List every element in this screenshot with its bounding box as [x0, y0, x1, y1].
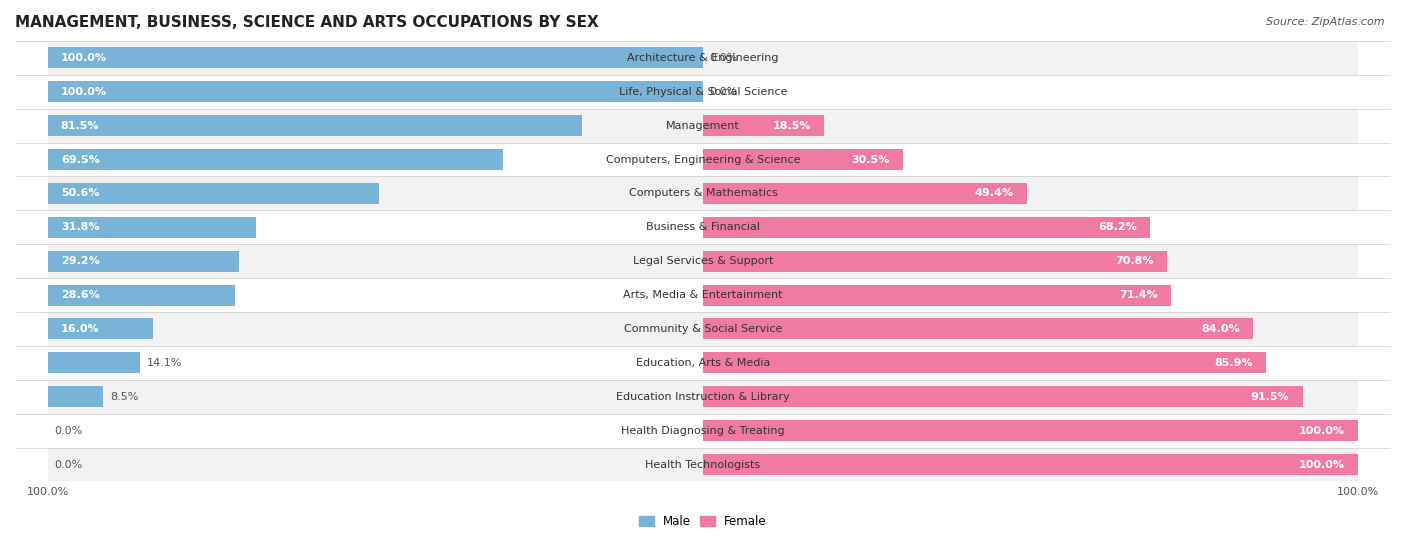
Text: 71.4%: 71.4% — [1119, 290, 1157, 300]
Text: Management: Management — [666, 121, 740, 131]
Bar — [48, 319, 153, 339]
Bar — [48, 48, 703, 68]
Legend: Male, Female: Male, Female — [640, 515, 766, 528]
Bar — [48, 149, 503, 170]
Bar — [703, 352, 1265, 373]
Text: 49.4%: 49.4% — [974, 188, 1014, 198]
Text: Education, Arts & Media: Education, Arts & Media — [636, 358, 770, 368]
Text: 0.0%: 0.0% — [710, 87, 738, 97]
Bar — [703, 115, 824, 136]
Bar — [48, 115, 582, 136]
Text: MANAGEMENT, BUSINESS, SCIENCE AND ARTS OCCUPATIONS BY SEX: MANAGEMENT, BUSINESS, SCIENCE AND ARTS O… — [15, 15, 599, 30]
Text: 0.0%: 0.0% — [55, 425, 83, 435]
Bar — [48, 143, 1358, 177]
Text: 69.5%: 69.5% — [60, 154, 100, 164]
Bar — [703, 285, 1171, 306]
Bar — [703, 420, 1358, 441]
Bar — [48, 41, 1358, 75]
Bar — [703, 183, 1026, 204]
Text: 14.1%: 14.1% — [146, 358, 183, 368]
Text: 0.0%: 0.0% — [55, 459, 83, 470]
Bar — [48, 352, 141, 373]
Bar — [48, 75, 1358, 108]
Text: Health Diagnosing & Treating: Health Diagnosing & Treating — [621, 425, 785, 435]
Text: 81.5%: 81.5% — [60, 121, 100, 131]
Text: Computers & Mathematics: Computers & Mathematics — [628, 188, 778, 198]
Bar — [48, 312, 1358, 346]
Bar — [48, 414, 1358, 448]
Bar — [48, 285, 235, 306]
Bar — [48, 244, 1358, 278]
Text: 100.0%: 100.0% — [60, 87, 107, 97]
Bar — [48, 448, 1358, 481]
Bar — [703, 454, 1358, 475]
Text: 28.6%: 28.6% — [60, 290, 100, 300]
Text: 84.0%: 84.0% — [1202, 324, 1240, 334]
Text: Legal Services & Support: Legal Services & Support — [633, 256, 773, 266]
Bar — [703, 386, 1302, 408]
Text: 0.0%: 0.0% — [710, 53, 738, 63]
Text: Business & Financial: Business & Financial — [645, 222, 761, 233]
Bar — [48, 346, 1358, 380]
Text: 31.8%: 31.8% — [60, 222, 100, 233]
Bar — [48, 210, 1358, 244]
Text: Life, Physical & Social Science: Life, Physical & Social Science — [619, 87, 787, 97]
Text: 100.0%: 100.0% — [1299, 425, 1346, 435]
Bar — [48, 250, 239, 272]
Bar — [48, 386, 104, 408]
Text: 85.9%: 85.9% — [1215, 358, 1253, 368]
Bar — [48, 81, 703, 102]
Text: 30.5%: 30.5% — [852, 154, 890, 164]
Bar — [48, 278, 1358, 312]
Bar — [703, 319, 1253, 339]
Bar — [703, 217, 1150, 238]
Text: Community & Social Service: Community & Social Service — [624, 324, 782, 334]
Text: Arts, Media & Entertainment: Arts, Media & Entertainment — [623, 290, 783, 300]
Bar — [48, 380, 1358, 414]
Bar — [48, 183, 380, 204]
Text: Computers, Engineering & Science: Computers, Engineering & Science — [606, 154, 800, 164]
Text: Health Technologists: Health Technologists — [645, 459, 761, 470]
Text: 91.5%: 91.5% — [1251, 392, 1289, 402]
Bar — [48, 108, 1358, 143]
Text: 8.5%: 8.5% — [110, 392, 138, 402]
Text: Source: ZipAtlas.com: Source: ZipAtlas.com — [1267, 17, 1385, 27]
Text: 70.8%: 70.8% — [1115, 256, 1154, 266]
Text: 18.5%: 18.5% — [773, 121, 811, 131]
Bar — [703, 149, 903, 170]
Text: Education Instruction & Library: Education Instruction & Library — [616, 392, 790, 402]
Text: 100.0%: 100.0% — [1299, 459, 1346, 470]
Text: 68.2%: 68.2% — [1098, 222, 1137, 233]
Text: 16.0%: 16.0% — [60, 324, 100, 334]
Bar — [703, 250, 1167, 272]
Text: Architecture & Engineering: Architecture & Engineering — [627, 53, 779, 63]
Bar — [48, 217, 256, 238]
Text: 100.0%: 100.0% — [60, 53, 107, 63]
Text: 29.2%: 29.2% — [60, 256, 100, 266]
Bar — [48, 177, 1358, 210]
Text: 50.6%: 50.6% — [60, 188, 100, 198]
